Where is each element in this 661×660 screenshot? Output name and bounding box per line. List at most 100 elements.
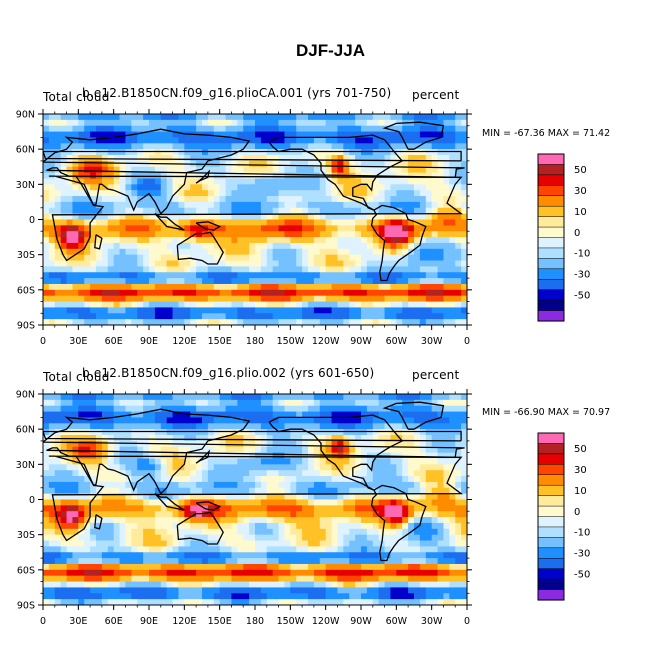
field-cell: [384, 196, 391, 203]
field-cell: [219, 493, 226, 500]
field-cell: [361, 487, 368, 495]
field-cell: [213, 563, 221, 571]
field-cell: [384, 499, 391, 506]
field-cell: [107, 429, 115, 436]
field-cell: [455, 528, 462, 536]
field-cell: [255, 464, 262, 471]
field-cell: [266, 417, 274, 424]
field-cell: [349, 201, 356, 209]
field-cell: [90, 301, 97, 308]
field-cell: [125, 307, 132, 314]
field-cell: [325, 190, 332, 197]
field-cell: [60, 546, 67, 553]
field-cell: [131, 155, 138, 162]
field-cell: [66, 184, 73, 191]
field-cell: [190, 307, 197, 314]
field-cell: [284, 405, 291, 412]
field-cell: [290, 143, 297, 150]
field-cell: [337, 149, 344, 156]
field-cell: [154, 517, 162, 524]
field-cell: [113, 196, 120, 203]
field-cell: [78, 546, 85, 553]
field-cell: [172, 405, 179, 412]
field-cell: [355, 487, 362, 495]
field-cell: [378, 131, 385, 138]
field-cell: [243, 254, 250, 261]
field-cell: [390, 237, 397, 244]
field-cell: [425, 534, 433, 541]
field-cell: [249, 231, 256, 238]
field-cell: [207, 487, 215, 495]
field-cell: [48, 569, 56, 577]
field-cell: [119, 493, 126, 500]
field-cell: [243, 522, 250, 530]
field-cell: [225, 417, 232, 424]
field-cell: [172, 307, 179, 314]
field-cell: [101, 131, 109, 138]
field-cell: [72, 301, 79, 308]
field-cell: [60, 125, 67, 132]
field-cell: [190, 213, 197, 220]
field-cell: [66, 149, 73, 156]
field-cell: [143, 429, 150, 436]
field-cell: [131, 184, 138, 191]
field-cell: [443, 213, 450, 220]
field-cell: [343, 476, 350, 483]
field-cell: [90, 131, 97, 138]
field-cell: [207, 137, 215, 144]
field-cell: [125, 487, 132, 495]
field-cell: [90, 411, 97, 418]
field-cell: [414, 266, 421, 273]
field-cell: [425, 201, 433, 209]
field-cell: [143, 405, 150, 412]
field-cell: [137, 394, 144, 401]
field-cell: [43, 446, 50, 454]
field-cell: [137, 470, 144, 477]
map-group: 0 30E 60E 90E 120E 150E 180 150W 120W 90W 60W 30W 09…: [16, 389, 472, 627]
field-cell: [361, 546, 368, 553]
field-cell: [213, 201, 221, 209]
field-cell: [96, 563, 103, 571]
field-cell: [272, 201, 279, 209]
field-cell: [225, 196, 232, 203]
field-cell: [149, 464, 156, 471]
field-cell: [325, 319, 332, 325]
field-cell: [449, 184, 456, 191]
field-cell: [237, 196, 244, 203]
field-cell: [60, 319, 67, 325]
field-cell: [84, 313, 91, 320]
field-cell: [225, 155, 232, 162]
field-cell: [260, 487, 268, 495]
field-cell: [455, 319, 462, 325]
field-cell: [166, 307, 173, 314]
field-cell: [178, 213, 185, 220]
field-cell: [202, 511, 209, 518]
field-cell: [284, 319, 291, 325]
field-cell: [43, 143, 50, 150]
field-cell: [308, 119, 315, 127]
field-cell: [255, 114, 262, 121]
field-cell: [237, 149, 244, 156]
field-cell: [78, 160, 85, 168]
field-cell: [343, 125, 350, 132]
field-cell: [437, 440, 444, 448]
field-cell: [266, 394, 274, 401]
field-cell: [202, 283, 209, 291]
field-cell: [166, 505, 173, 512]
field-cell: [425, 178, 433, 185]
field-cell: [437, 149, 444, 156]
field-cell: [237, 190, 244, 197]
field-cell: [266, 201, 274, 209]
field-cell: [319, 160, 327, 168]
field-cell: [137, 114, 144, 121]
field-cell: [202, 552, 209, 559]
field-cell: [390, 307, 397, 314]
field-cell: [207, 254, 215, 261]
field-cell: [355, 125, 362, 132]
field-cell: [249, 487, 256, 495]
field-cell: [43, 125, 50, 132]
field-cell: [290, 429, 297, 436]
field-cell: [455, 184, 462, 191]
field-cell: [272, 266, 279, 273]
field-cell: [66, 190, 73, 197]
